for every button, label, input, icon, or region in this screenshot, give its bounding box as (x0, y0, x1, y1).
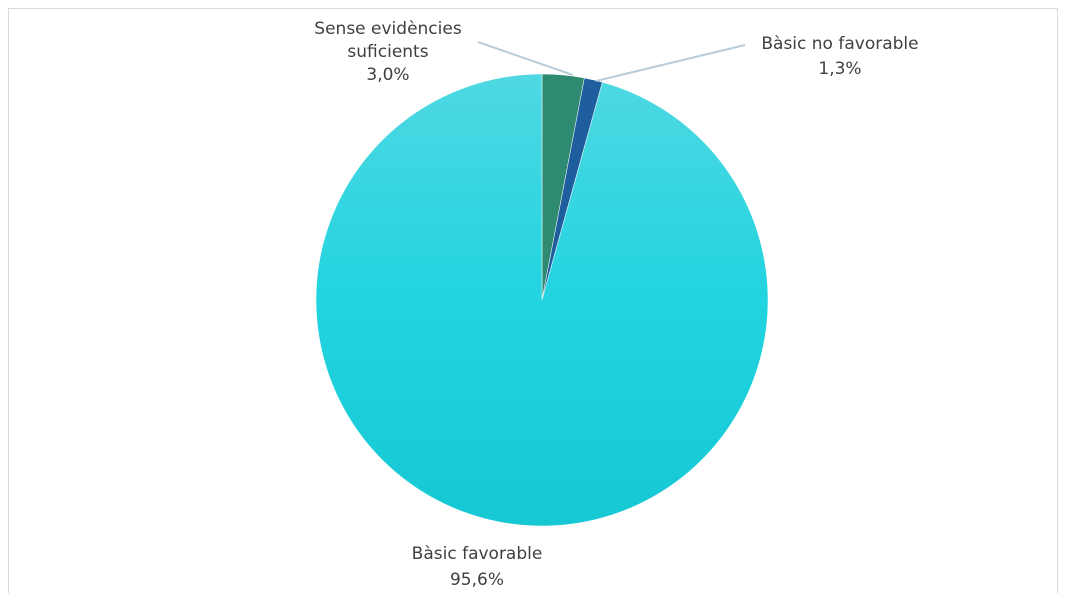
slice-category-label-1: Bàsic no favorable (761, 34, 918, 54)
slice-category-label-2: Bàsic favorable (412, 544, 543, 564)
slice-value-label-2: 95,6% (450, 570, 504, 590)
pie-slice-2 (315, 73, 769, 527)
slice-category-label-0: suficients (347, 42, 428, 62)
slice-category-label-0: Sense evidències (314, 19, 462, 39)
leader-line-1 (595, 44, 746, 82)
slice-value-label-1: 1,3% (818, 59, 861, 79)
slice-value-label-0: 3,0% (366, 65, 409, 85)
leader-line-0 (477, 41, 574, 76)
